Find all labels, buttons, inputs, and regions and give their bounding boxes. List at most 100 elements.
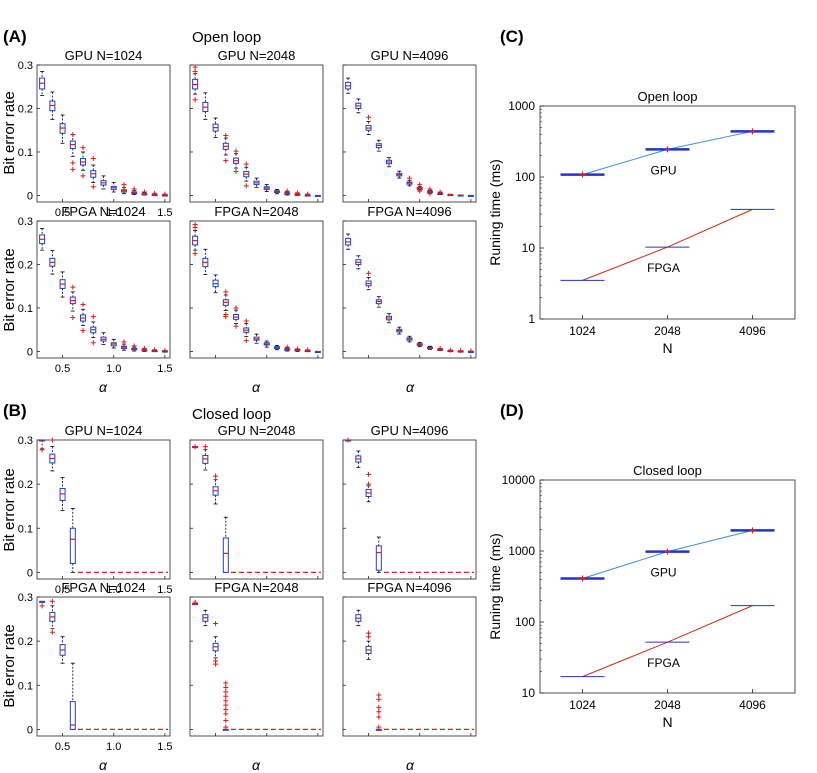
boxplot-A-fpga-4096: FPGA N=4096 [342,204,477,359]
panel-label-c: (C) [500,27,524,46]
x-tick-label: 0.5 [55,584,70,596]
boxplot-B-gpu-1024: GPU N=1024 0 0.1 0.2 0.3 0.5 1.0 1.5 [18,423,173,596]
outlier-marker [233,305,239,311]
outlier-marker [223,702,229,708]
outlier-marker [39,447,45,453]
outlier-marker [90,314,96,320]
y-tick-label: 10 [522,686,536,700]
outlier-marker [80,173,86,179]
outlier-marker [121,339,127,345]
x-tick-label: 2048 [654,324,681,338]
alpha-axis-label: α [252,379,261,395]
x-tick-label: 2048 [654,698,681,712]
outlier-marker [223,289,229,295]
panel-label-b: (B) [3,401,27,420]
y-tick-label: 10 [522,241,536,255]
outlier-marker [70,132,76,138]
subplot-title: FPGA N=4096 [367,204,451,219]
x-tick-label: 1.5 [157,741,172,753]
alpha-axis-label: α [252,757,261,773]
outlier-marker [223,718,229,724]
subplot-title: FPGA N=1024 [61,580,145,595]
plot-frame [36,64,171,203]
outlier-marker [141,189,147,195]
box [69,527,76,565]
outlier-marker [407,175,412,181]
x-tick-label: 1.0 [106,363,121,375]
outlier-marker [213,620,219,626]
boxplot-A-fpga-2048: FPGA N=2048 [189,204,324,359]
outlier-marker [437,345,443,351]
median-marker [749,527,756,534]
boxplot-B-fpga-4096: FPGA N=4096 [342,580,477,737]
outlier-marker [366,270,372,276]
plots-layer: GPU N=1024 0 0.1 0.2 0.3 0.5 1.0 1.5 GPU N=2048 G… [1,48,796,773]
outlier-marker [417,188,423,194]
series-label-fpga: FPGA [647,261,680,275]
plot-frame [36,596,171,737]
plot-frame [342,220,477,359]
boxplot-B-fpga-2048: FPGA N=2048 [189,580,324,737]
outlier-marker [233,148,239,154]
x-tick-label: 1024 [569,698,596,712]
box [59,488,66,501]
plot-frame [189,64,324,203]
y-tick-label: 0.3 [18,60,33,72]
outlier-marker [243,318,249,324]
outlier-marker [366,471,372,477]
y-tick-label: 0 [27,567,33,579]
outlier-marker [49,437,55,443]
outlier-marker [70,160,76,166]
outlier-marker [284,344,290,350]
plot-frame [189,439,324,580]
outlier-marker [427,191,433,197]
outlier-marker [80,145,86,151]
outlier-marker [70,284,76,290]
panel-label-a: (A) [3,27,27,46]
outlier-marker [223,314,229,320]
outlier-marker [366,630,372,636]
median-marker [579,575,586,582]
outlier-marker [162,191,168,197]
closed-loop-group-title: Closed loop [192,406,271,423]
outlier-marker [376,709,382,715]
outlier-marker [192,225,198,231]
x-tick-label: 1024 [569,324,596,338]
ylabel-a-top: Bit error rate [1,91,18,174]
outlier-marker [192,444,198,450]
x-tick-label: 1.0 [106,741,121,753]
panel-label-d: (D) [500,401,524,420]
median-marker [579,171,586,178]
outlier-marker [417,182,423,188]
outlier-marker [437,189,443,195]
outlier-marker [39,603,45,609]
outlier-marker [223,693,229,699]
median-marker [749,128,756,135]
x-tick-label: 1.5 [157,207,172,219]
boxplot-A-fpga-1024: FPGA N=1024 0 0.1 0.2 0.3 0.5 1.0 1.5 [18,204,173,375]
x-axis-label: N [662,340,672,356]
plot-frame [342,596,477,737]
outlier-marker [427,186,433,192]
outlier-marker [376,714,382,720]
y-tick-label: 0.2 [18,479,33,491]
plot-frame [539,105,796,320]
y-axis-label: Runing time (ms) [487,533,503,640]
outlier-marker [90,340,96,346]
outlier-marker [376,696,382,702]
outlier-marker [152,190,158,196]
outlier-marker [152,347,158,353]
plot-frame [189,596,324,737]
outlier-marker [162,348,168,354]
boxplot-B-gpu-4096: GPU N=4096 [342,423,477,580]
subplot-title: GPU N=4096 [371,48,449,63]
chart-title: Open loop [638,89,698,104]
outlier-marker [223,158,229,164]
outlier-marker [223,132,229,138]
outlier-marker [233,323,239,329]
chart-title: Closed loop [633,463,702,478]
boxplot-B-gpu-2048: GPU N=2048 [189,423,324,580]
plot-frame [342,439,477,580]
y-tick-label: 0.1 [18,523,33,535]
